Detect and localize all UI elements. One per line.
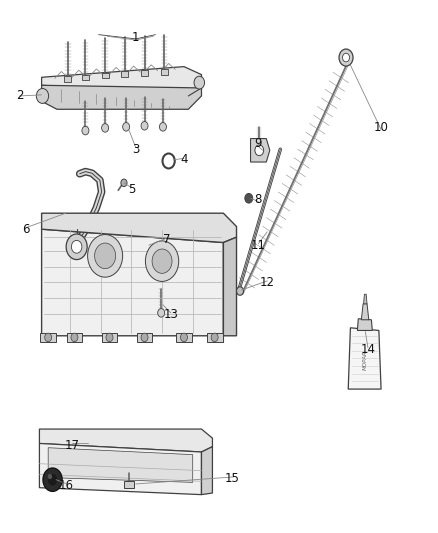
- Circle shape: [180, 333, 187, 342]
- Polygon shape: [42, 67, 201, 96]
- Text: 13: 13: [163, 308, 178, 321]
- Circle shape: [106, 333, 113, 342]
- Polygon shape: [361, 304, 369, 320]
- Circle shape: [339, 49, 353, 66]
- Circle shape: [159, 123, 166, 131]
- FancyBboxPatch shape: [161, 69, 168, 75]
- Text: 16: 16: [58, 479, 73, 491]
- Circle shape: [141, 333, 148, 342]
- Text: 3: 3: [132, 143, 139, 156]
- Polygon shape: [201, 447, 212, 495]
- Circle shape: [43, 468, 62, 491]
- Text: 7: 7: [162, 233, 170, 246]
- Polygon shape: [39, 429, 212, 452]
- Polygon shape: [42, 85, 201, 109]
- Circle shape: [71, 240, 82, 253]
- Polygon shape: [357, 319, 372, 330]
- Circle shape: [343, 53, 350, 62]
- FancyBboxPatch shape: [137, 333, 152, 342]
- Text: 14: 14: [360, 343, 375, 356]
- Polygon shape: [42, 213, 237, 243]
- Circle shape: [255, 145, 264, 156]
- Circle shape: [47, 473, 58, 486]
- Circle shape: [237, 287, 244, 295]
- Text: 6: 6: [22, 223, 30, 236]
- Circle shape: [245, 193, 253, 203]
- Polygon shape: [48, 448, 193, 482]
- Text: 17: 17: [65, 439, 80, 451]
- Circle shape: [121, 179, 127, 187]
- Text: 15: 15: [225, 472, 240, 485]
- Circle shape: [102, 124, 109, 132]
- Polygon shape: [39, 443, 201, 495]
- FancyBboxPatch shape: [102, 333, 117, 342]
- FancyBboxPatch shape: [141, 70, 148, 76]
- FancyBboxPatch shape: [64, 76, 71, 82]
- FancyBboxPatch shape: [121, 71, 128, 77]
- FancyBboxPatch shape: [82, 75, 89, 80]
- Text: MOPAR: MOPAR: [363, 350, 368, 370]
- FancyBboxPatch shape: [67, 333, 82, 342]
- Text: 5: 5: [128, 183, 135, 196]
- Polygon shape: [42, 229, 223, 336]
- Circle shape: [194, 76, 205, 89]
- Circle shape: [36, 88, 49, 103]
- Circle shape: [82, 126, 89, 135]
- Circle shape: [145, 241, 179, 281]
- Circle shape: [158, 309, 165, 317]
- FancyBboxPatch shape: [207, 333, 223, 342]
- Text: 11: 11: [251, 239, 266, 252]
- Polygon shape: [251, 139, 270, 162]
- Circle shape: [152, 249, 172, 273]
- Circle shape: [45, 333, 52, 342]
- Circle shape: [95, 243, 116, 269]
- Text: 1: 1: [132, 31, 140, 44]
- Text: 10: 10: [374, 122, 389, 134]
- Polygon shape: [364, 294, 367, 304]
- Polygon shape: [223, 237, 237, 336]
- Text: 12: 12: [260, 276, 275, 289]
- FancyBboxPatch shape: [124, 481, 134, 488]
- Circle shape: [71, 333, 78, 342]
- Circle shape: [48, 474, 52, 479]
- Polygon shape: [348, 328, 381, 389]
- Text: 9: 9: [254, 138, 262, 150]
- Circle shape: [211, 333, 218, 342]
- Text: 4: 4: [180, 154, 188, 166]
- Circle shape: [66, 234, 87, 260]
- Circle shape: [141, 122, 148, 130]
- FancyBboxPatch shape: [40, 333, 56, 342]
- FancyBboxPatch shape: [176, 333, 192, 342]
- Circle shape: [88, 235, 123, 277]
- Text: 2: 2: [16, 90, 24, 102]
- Circle shape: [123, 123, 130, 131]
- FancyBboxPatch shape: [102, 73, 109, 78]
- Text: 8: 8: [255, 193, 262, 206]
